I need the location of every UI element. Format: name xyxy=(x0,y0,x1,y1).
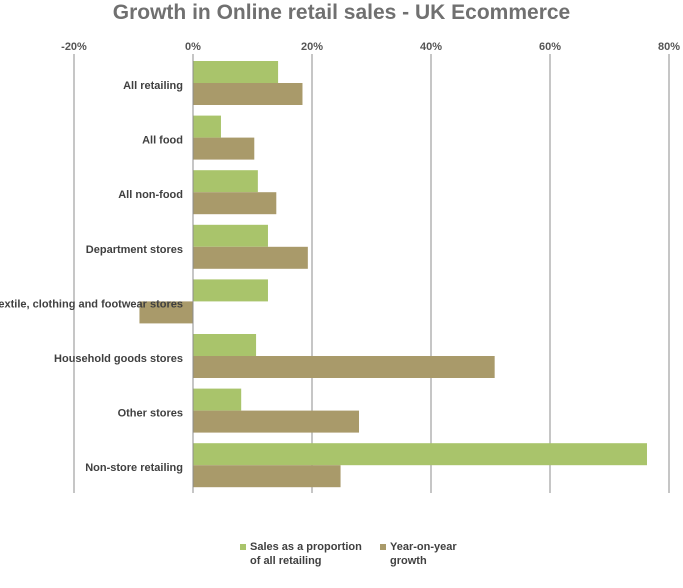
bar-yoy-growth xyxy=(193,137,255,160)
bar-yoy-growth xyxy=(193,356,495,378)
x-tick-label: 60% xyxy=(539,41,561,53)
legend-label-yoy-growth: Year-on-year growth xyxy=(390,541,457,567)
bar-sales-proportion xyxy=(193,61,279,83)
legend-label-sales-proportion: Sales as a proportion of all retailing xyxy=(250,541,362,567)
category-label: Household goods stores xyxy=(54,353,183,365)
bar-sales-proportion xyxy=(193,170,258,193)
bar-yoy-growth xyxy=(193,83,303,105)
category-label: Non-store retailing xyxy=(85,462,183,474)
bar-yoy-growth xyxy=(193,246,308,269)
category-label: Department stores xyxy=(86,244,183,256)
bar-sales-proportion xyxy=(193,388,242,411)
category-label: All retailing xyxy=(123,80,183,92)
category-label: All non-food xyxy=(118,189,183,201)
x-tick-label: 20% xyxy=(301,41,323,53)
bar-yoy-growth xyxy=(139,301,193,324)
legend-item-sales-proportion: Sales as a proportion of all retailing xyxy=(240,540,375,568)
category-label: Other stores xyxy=(118,408,183,420)
legend-swatch-sales-proportion xyxy=(240,544,246,550)
category-label: All food xyxy=(142,135,183,147)
chart-title: Growth in Online retail sales - UK Ecomm… xyxy=(112,1,571,24)
x-tick-label: 40% xyxy=(420,41,442,53)
legend-item-yoy-growth: Year-on-year growth xyxy=(380,540,468,568)
bar-yoy-growth xyxy=(193,192,277,215)
bar-yoy-growth xyxy=(193,465,341,488)
bar-sales-proportion xyxy=(193,279,268,302)
bar-sales-proportion xyxy=(193,115,221,138)
legend-swatch-yoy-growth xyxy=(380,544,386,550)
x-tick-label: 80% xyxy=(658,41,680,53)
x-tick-label: 0% xyxy=(185,41,201,53)
x-tick-label: -20% xyxy=(61,41,87,53)
bar-sales-proportion xyxy=(193,443,647,466)
bar-yoy-growth xyxy=(193,410,360,433)
legend: Sales as a proportion of all retailing Y… xyxy=(240,540,540,580)
bar-sales-proportion xyxy=(193,334,257,356)
category-label: Textile, clothing and footwear stores xyxy=(0,298,183,310)
bar-sales-proportion xyxy=(193,224,268,247)
